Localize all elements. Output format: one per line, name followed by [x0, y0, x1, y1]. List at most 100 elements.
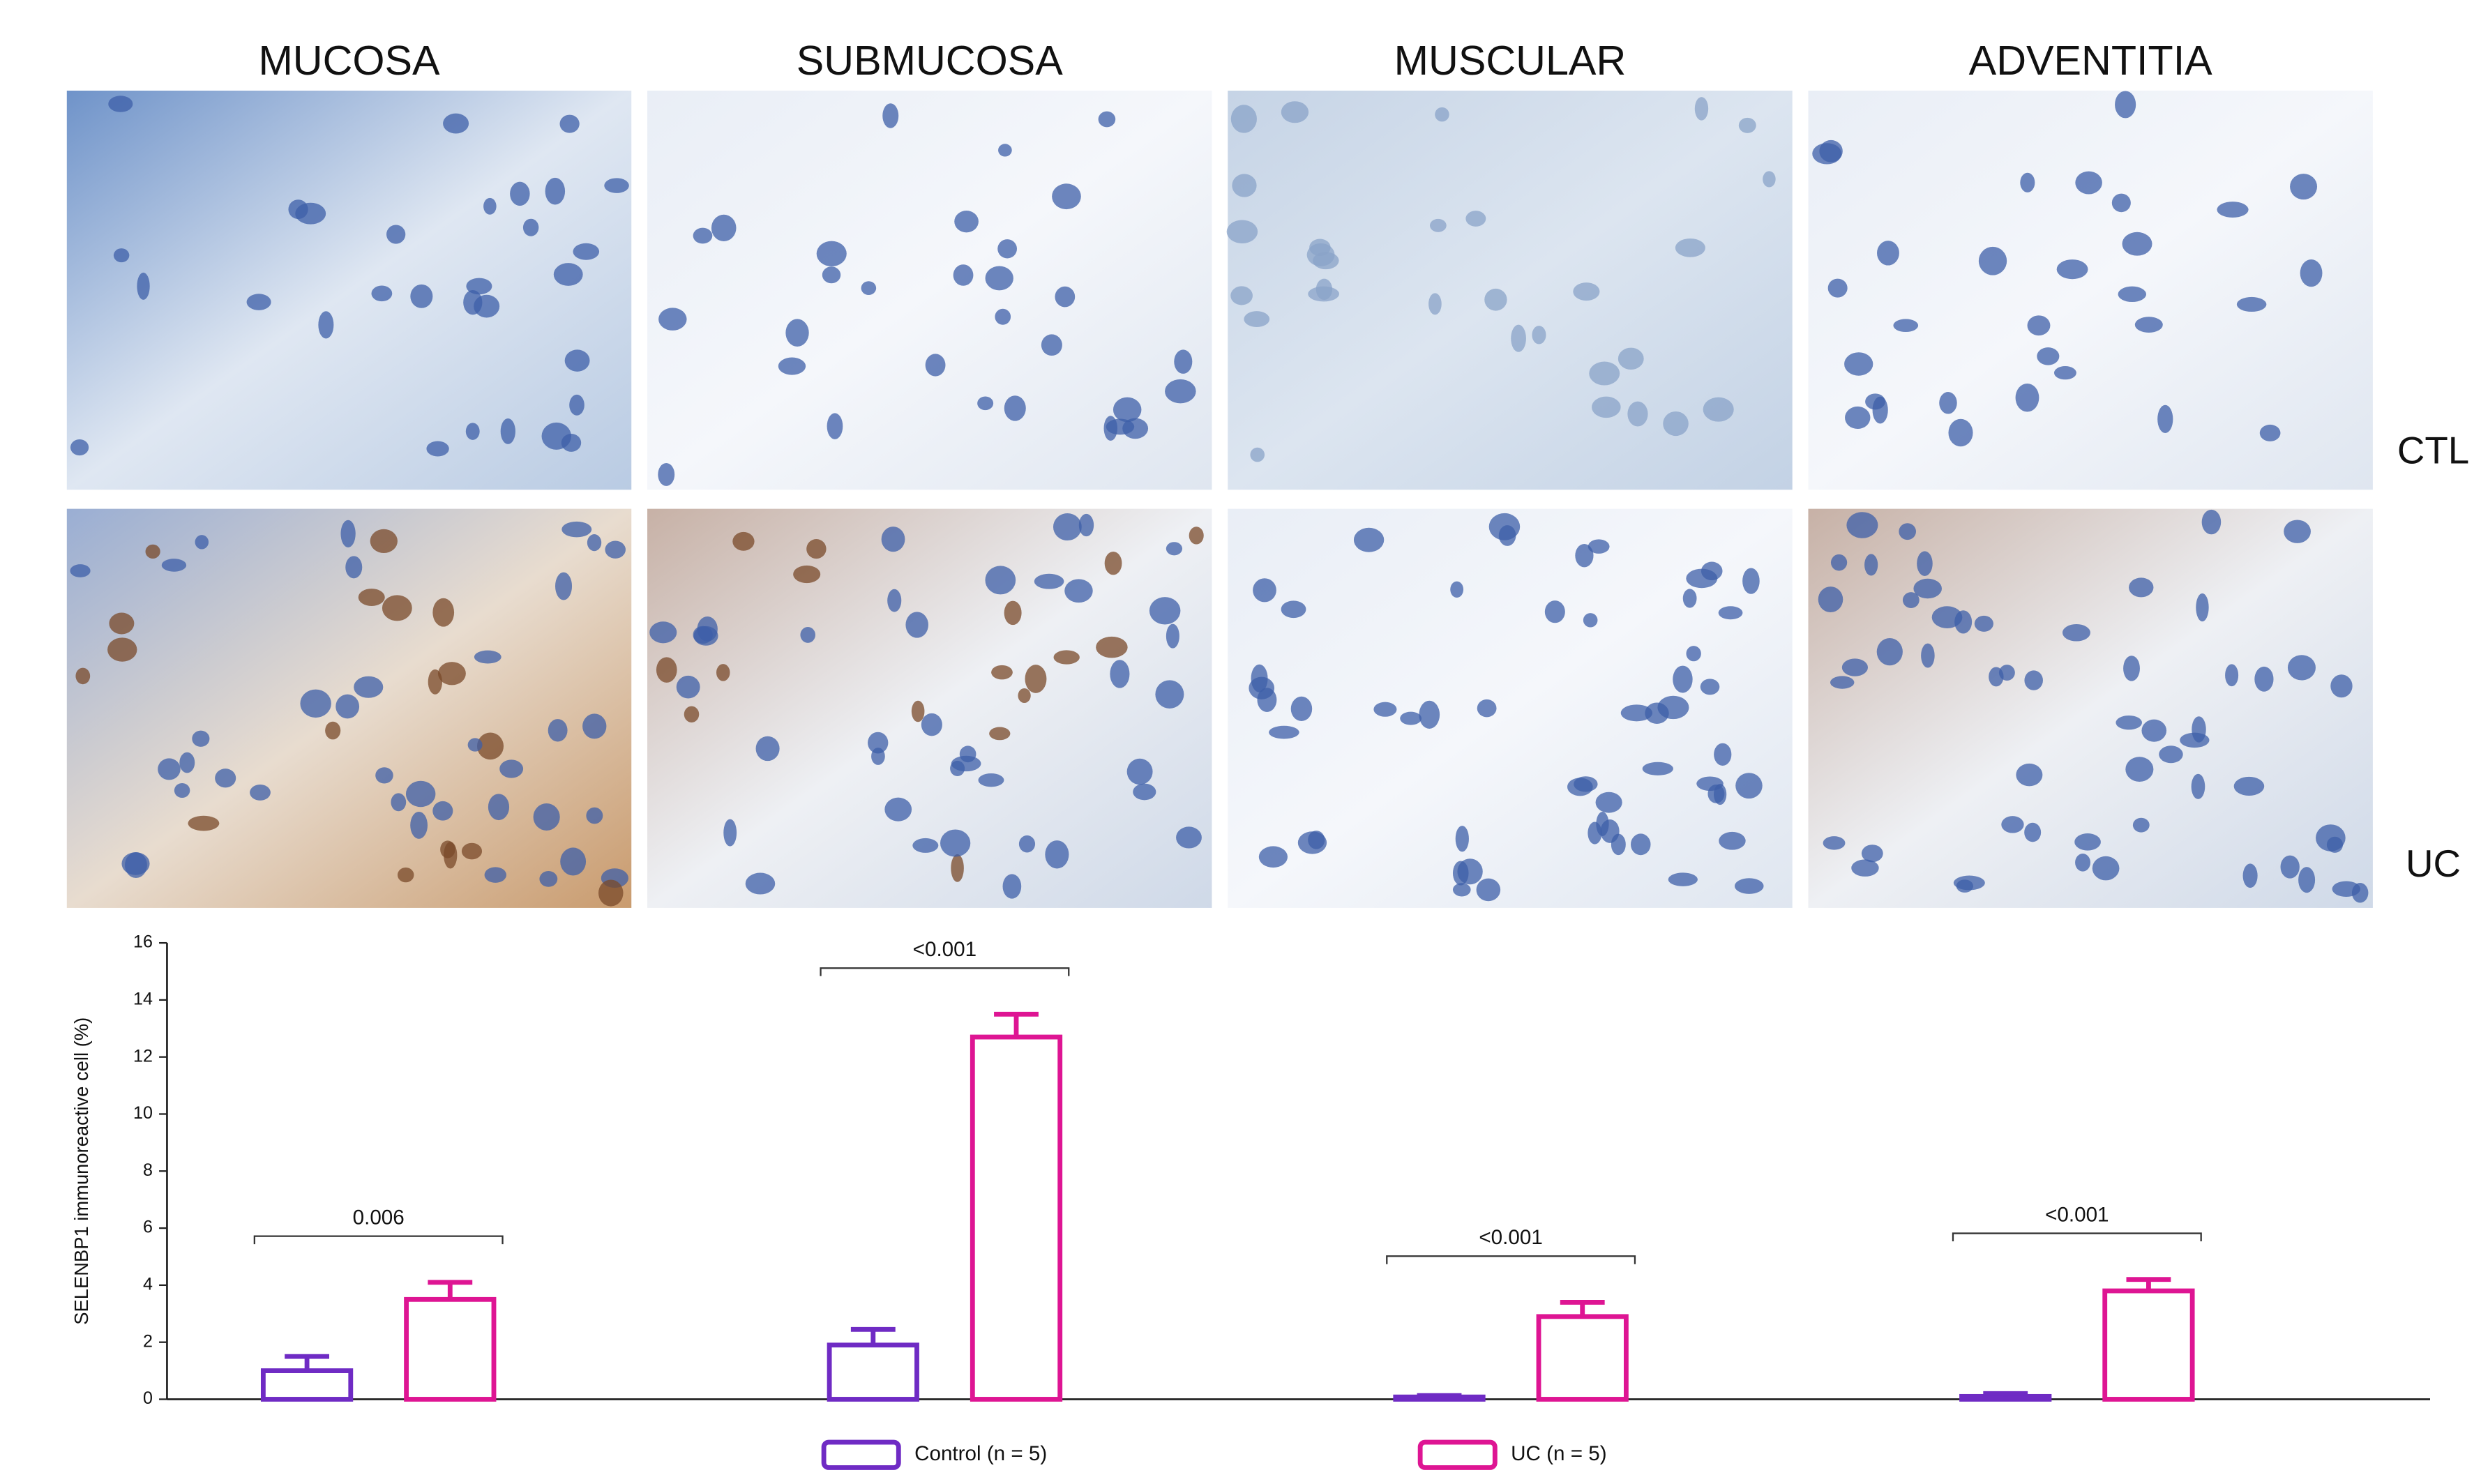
cell [1827, 278, 1848, 298]
cell [1694, 97, 1709, 121]
cell [1126, 758, 1153, 785]
cell [1353, 527, 1385, 552]
y-tick-label: 6 [143, 1218, 153, 1237]
cell [1734, 878, 1764, 894]
significance-label: <0.001 [1479, 1226, 1542, 1249]
cell [1004, 395, 1026, 421]
cell [1954, 610, 1973, 634]
cell [884, 797, 912, 821]
cell [1974, 615, 1993, 632]
significance-bracket [1952, 1232, 2202, 1241]
cell [1498, 525, 1516, 546]
cell [1917, 551, 1933, 576]
cell [426, 441, 449, 457]
cell [1663, 411, 1689, 437]
error-bar [2126, 1277, 2171, 1292]
cell [2316, 824, 2346, 851]
cell [1484, 288, 1507, 311]
cell [1978, 246, 2007, 275]
cell [410, 284, 433, 308]
cell [985, 566, 1016, 595]
cell [1055, 286, 1076, 308]
cell [1104, 551, 1122, 575]
cell [2132, 817, 2150, 833]
cell [997, 239, 1017, 259]
cell [1899, 523, 1916, 540]
cell [1675, 238, 1705, 257]
cell [559, 114, 580, 133]
bar [827, 1342, 919, 1402]
cell [474, 294, 500, 318]
bar [404, 1296, 497, 1402]
cell [1575, 544, 1594, 568]
row-label: UC [2406, 842, 2461, 885]
cell [382, 595, 412, 621]
cell [716, 664, 730, 681]
cell [1045, 840, 1069, 869]
cell [1052, 183, 1081, 210]
cell [109, 612, 135, 635]
cell [1830, 676, 1855, 689]
cell [1592, 396, 1621, 418]
legend-swatch [821, 1439, 901, 1470]
cell [693, 227, 713, 244]
cell [1823, 836, 1846, 850]
cell [1166, 542, 1183, 556]
cell [827, 413, 843, 439]
cell [1257, 688, 1277, 712]
cell [1230, 286, 1253, 305]
cell [1106, 418, 1135, 435]
cell [2056, 259, 2088, 280]
micrograph [1808, 90, 2373, 490]
cell [1738, 117, 1756, 133]
cell [1155, 680, 1184, 709]
cell [1133, 783, 1156, 801]
column-label: SUBMUCOSA [797, 37, 1063, 84]
cell [440, 840, 455, 858]
cell [1589, 361, 1620, 386]
bar [1536, 1314, 1629, 1402]
cell [499, 759, 524, 778]
cell [1053, 513, 1082, 541]
cell [905, 612, 928, 638]
cell [868, 732, 889, 754]
cell [432, 598, 455, 627]
cell [250, 785, 271, 801]
cell [887, 589, 902, 612]
cell [192, 730, 210, 747]
cell [1064, 579, 1093, 603]
cell [137, 272, 150, 300]
cell [785, 319, 809, 347]
cell [658, 463, 675, 486]
significance-label: <0.001 [913, 938, 976, 961]
cell [113, 248, 130, 263]
cell [2284, 520, 2311, 543]
cell [1812, 143, 1842, 165]
cell [1851, 859, 1879, 877]
y-tick-label: 0 [143, 1388, 153, 1408]
cell [2287, 655, 2316, 681]
cell [1113, 397, 1142, 423]
cell [340, 520, 356, 548]
cell [1627, 401, 1648, 427]
legend-label: UC (n = 5) [1511, 1442, 1606, 1465]
cell [2074, 833, 2101, 851]
cell [432, 801, 453, 821]
cell [1078, 513, 1094, 537]
cell [605, 540, 626, 559]
error-bar [428, 1280, 473, 1300]
cell [391, 793, 407, 812]
cell [2129, 577, 2154, 598]
cell [2075, 853, 2090, 872]
cell [723, 819, 737, 847]
cell [2236, 296, 2267, 312]
bar [970, 1034, 1063, 1402]
significance-label: 0.006 [353, 1206, 405, 1229]
cell [484, 867, 507, 883]
cell [745, 872, 776, 895]
cell [989, 727, 1011, 741]
cell [1004, 600, 1022, 626]
cell [1290, 696, 1313, 722]
cell [2192, 716, 2206, 743]
cell [1465, 211, 1486, 227]
